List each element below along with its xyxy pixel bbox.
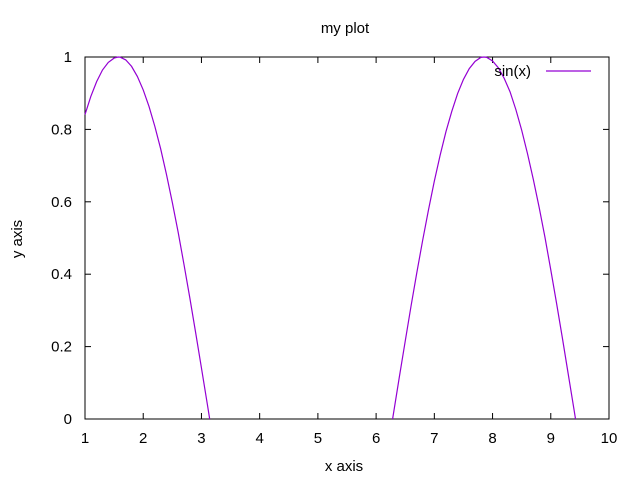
y-tick-label: 0 <box>64 411 72 428</box>
plot-axes: 1 2 3 4 5 6 7 8 9 10 0 0.2 0.4 0.6 0.8 1 <box>51 49 617 447</box>
x-tick-label: 3 <box>197 430 205 447</box>
y-tick-label: 1 <box>64 49 72 66</box>
y-tick-label: 0.6 <box>51 194 72 211</box>
series-line-segment <box>84 56 211 420</box>
series-line-segment <box>392 56 577 420</box>
y-tick-label: 0.2 <box>51 339 72 356</box>
x-tick-label: 6 <box>372 430 380 447</box>
x-tick-label: 5 <box>314 430 322 447</box>
x-tick-label: 10 <box>601 430 618 447</box>
x-tick-label: 7 <box>430 430 438 447</box>
chart-title: my plot <box>321 20 370 37</box>
legend-label: sin(x) <box>494 63 531 80</box>
plot-border <box>84 56 610 420</box>
y-axis-label: y axis <box>9 220 26 258</box>
x-tick-label: 8 <box>488 430 496 447</box>
x-tick-label: 9 <box>547 430 555 447</box>
y-tick-label: 0.8 <box>51 121 72 138</box>
legend: sin(x) <box>494 63 591 80</box>
x-tick-label: 1 <box>81 430 89 447</box>
x-axis-label: x axis <box>325 458 363 475</box>
series-group <box>84 56 577 420</box>
x-tick-label: 2 <box>139 430 147 447</box>
y-tick-label: 0.4 <box>51 266 72 283</box>
x-tick-label: 4 <box>255 430 263 447</box>
